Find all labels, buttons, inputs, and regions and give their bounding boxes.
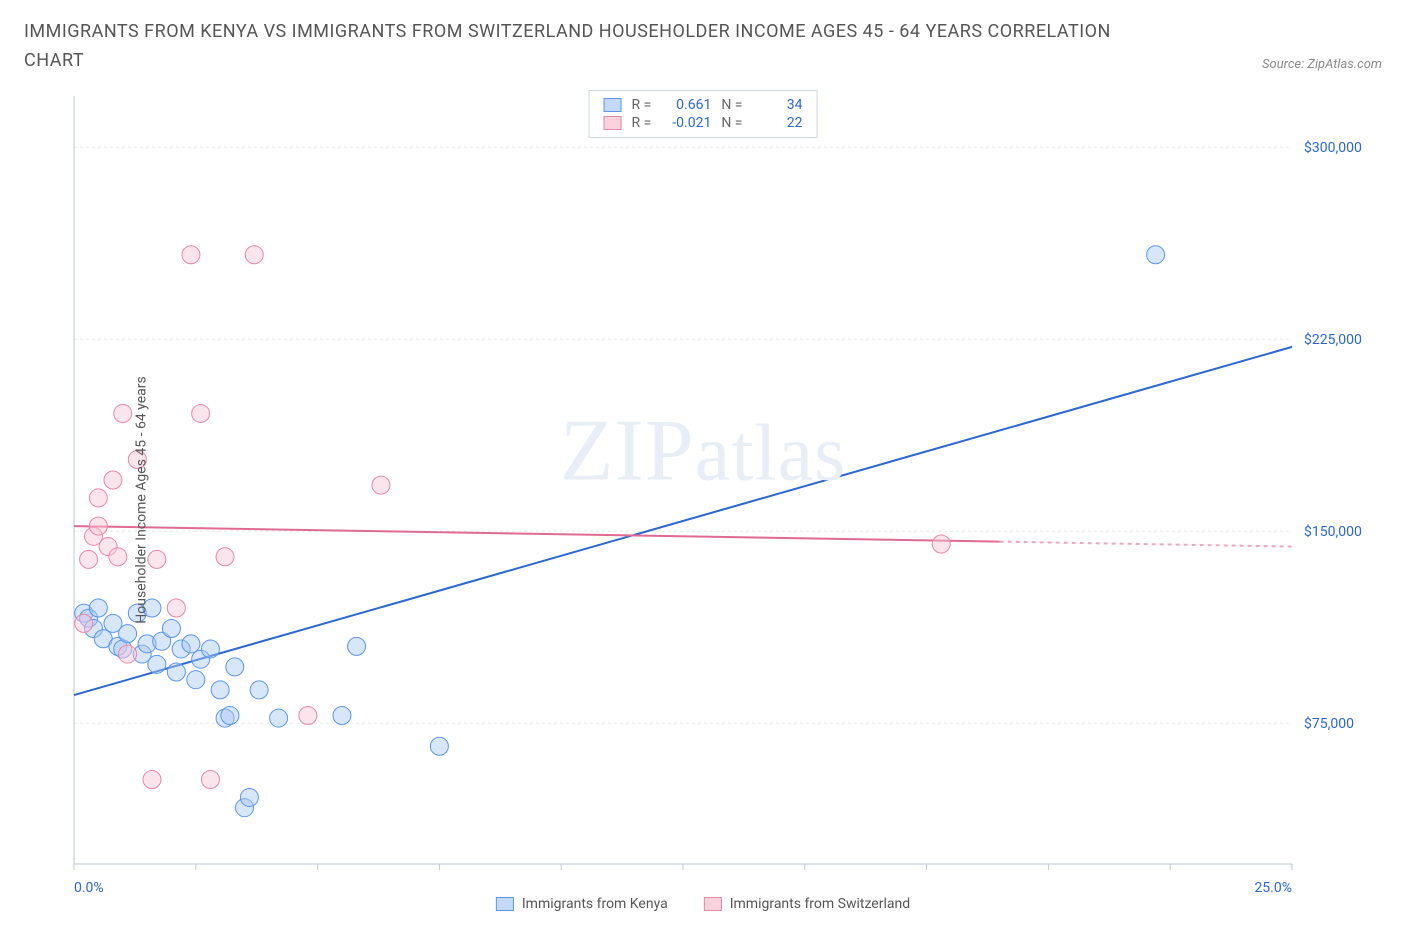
swatch-pink-icon — [704, 897, 722, 911]
legend-stats: R = 0.661 N = 34 R = -0.021 N = 22 — [589, 90, 818, 138]
legend-stats-row: R = 0.661 N = 34 — [604, 97, 803, 113]
source-label: Source: ZipAtlas.com — [1262, 57, 1382, 72]
legend-item: Immigrants from Switzerland — [704, 896, 910, 912]
svg-text:$75,000: $75,000 — [1304, 715, 1354, 732]
svg-text:$150,000: $150,000 — [1304, 523, 1362, 540]
swatch-pink-icon — [604, 116, 622, 130]
svg-text:$300,000: $300,000 — [1304, 139, 1362, 156]
legend-stats-row: R = -0.021 N = 22 — [604, 115, 803, 131]
svg-text:0.0%: 0.0% — [74, 880, 104, 896]
legend-series: Immigrants from Kenya Immigrants from Sw… — [496, 896, 910, 912]
svg-text:$225,000: $225,000 — [1304, 331, 1362, 348]
chart-title: IMMIGRANTS FROM KENYA VS IMMIGRANTS FROM… — [24, 18, 1144, 76]
y-axis-label: Householder Income Ages 45 - 64 years — [134, 376, 150, 623]
header: IMMIGRANTS FROM KENYA VS IMMIGRANTS FROM… — [0, 0, 1406, 84]
svg-text:25.0%: 25.0% — [1254, 880, 1292, 896]
legend-item: Immigrants from Kenya — [496, 896, 668, 912]
swatch-blue-icon — [604, 98, 622, 112]
swatch-blue-icon — [496, 897, 514, 911]
chart-container: Householder Income Ages 45 - 64 years ZI… — [24, 90, 1382, 910]
scatter-chart: $75,000 $150,000 $225,000 $300,000 0.0% 25.0% — [24, 90, 1382, 910]
